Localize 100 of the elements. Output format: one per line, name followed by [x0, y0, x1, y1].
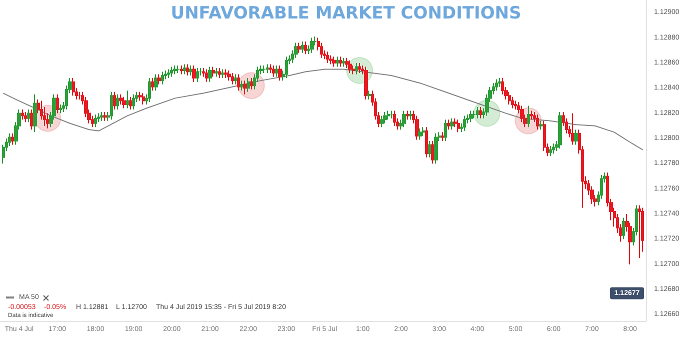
- candlestick: [638, 204, 641, 259]
- candlestick: [100, 112, 103, 122]
- candlestick: [275, 64, 279, 78]
- candlestick: [422, 126, 425, 136]
- candlestick: [183, 64, 186, 75]
- candlestick: [543, 120, 546, 152]
- candlestick: [326, 51, 329, 64]
- candlestick: [167, 68, 170, 79]
- candlestick: [21, 109, 24, 120]
- candlestick: [332, 56, 336, 68]
- candlestick: [297, 42, 301, 54]
- candlestick: [574, 129, 578, 146]
- candlestick: [148, 78, 151, 102]
- candlestick: [173, 64, 177, 75]
- candlestick: [27, 109, 30, 123]
- candlestick: [301, 41, 304, 54]
- candlestick: [72, 78, 75, 96]
- candlestick: [530, 110, 533, 120]
- candlestick: [393, 110, 396, 126]
- candlestick: [97, 112, 100, 123]
- candlestick: [558, 112, 562, 150]
- candlestick: [113, 91, 116, 110]
- candlestick: [247, 78, 250, 92]
- candlestick: [358, 62, 361, 74]
- candlestick: [103, 112, 107, 122]
- candlestick: [383, 112, 387, 124]
- candlestick: [240, 80, 244, 92]
- candlestick: [33, 94, 37, 133]
- candlestick: [94, 114, 97, 128]
- candlestick: [285, 56, 288, 79]
- candlestick: [262, 64, 266, 74]
- candlestick: [126, 90, 129, 109]
- candlestick: [536, 114, 539, 130]
- candlestick: [24, 112, 27, 123]
- candlestick: [348, 60, 352, 74]
- candlestick: [8, 132, 11, 147]
- candlestick: [170, 66, 173, 78]
- candlestick: [161, 71, 164, 85]
- candlestick: [402, 110, 406, 128]
- candlestick: [231, 72, 234, 85]
- candlestick: [186, 64, 189, 76]
- candlestick: [132, 94, 135, 110]
- candlestick: [508, 91, 511, 105]
- candlestick: [329, 54, 333, 65]
- candlestick: [119, 94, 123, 105]
- candlestick: [511, 96, 514, 109]
- candlestick: [224, 68, 228, 79]
- candlestick: [272, 64, 275, 78]
- candlestick: [304, 41, 307, 55]
- candlestick: [476, 106, 479, 119]
- candlestick: [527, 105, 530, 128]
- candlestick: [549, 146, 552, 157]
- candlestick: [390, 110, 393, 119]
- candlestick: [571, 112, 574, 146]
- candlestick: [227, 70, 231, 82]
- candlestick: [177, 64, 180, 74]
- candlestick: [278, 64, 282, 82]
- chart-title: UNFAVORABLE MARKET CONDITIONS: [170, 4, 522, 24]
- candlestick: [434, 132, 438, 164]
- candlestick: [212, 66, 215, 78]
- candlestick: [622, 217, 625, 240]
- candlestick: [342, 57, 345, 68]
- candlestick: [364, 66, 368, 100]
- candlestick: [116, 94, 119, 110]
- candlestick: [180, 64, 183, 75]
- candlestick: [234, 74, 237, 85]
- candlestick: [444, 119, 447, 142]
- candlestick: [310, 37, 314, 54]
- candlestick: [441, 132, 444, 142]
- candlestick: [380, 115, 384, 128]
- candlestick: [473, 110, 476, 119]
- candlestick: [425, 126, 428, 158]
- candlestick: [514, 100, 517, 110]
- candlestick: [192, 64, 196, 82]
- candlestick: [367, 90, 371, 100]
- candlestick: [266, 64, 269, 74]
- candlestick: [243, 80, 247, 95]
- candlestick: [406, 110, 409, 120]
- candlestick: [110, 91, 113, 120]
- line-series: [2, 68, 644, 150]
- candlestick: [352, 64, 355, 75]
- candlestick: [129, 96, 132, 110]
- candlestick: [552, 143, 555, 154]
- candlestick: [463, 115, 466, 132]
- candlestick: [355, 62, 358, 75]
- candlestick: [205, 68, 208, 82]
- candlestick: [221, 68, 224, 79]
- candlestick: [269, 64, 272, 74]
- candlestick: [495, 78, 498, 92]
- candlestick: [142, 92, 145, 105]
- candlestick: [431, 140, 434, 164]
- candlestick: [138, 91, 142, 102]
- candlestick: [336, 56, 339, 68]
- candlestick: [215, 67, 218, 78]
- candlestick: [189, 64, 193, 76]
- candlestick: [218, 67, 221, 79]
- candlestick: [418, 128, 422, 140]
- candlestick: [387, 110, 390, 120]
- candlestick: [196, 67, 199, 82]
- candlestick: [56, 94, 59, 114]
